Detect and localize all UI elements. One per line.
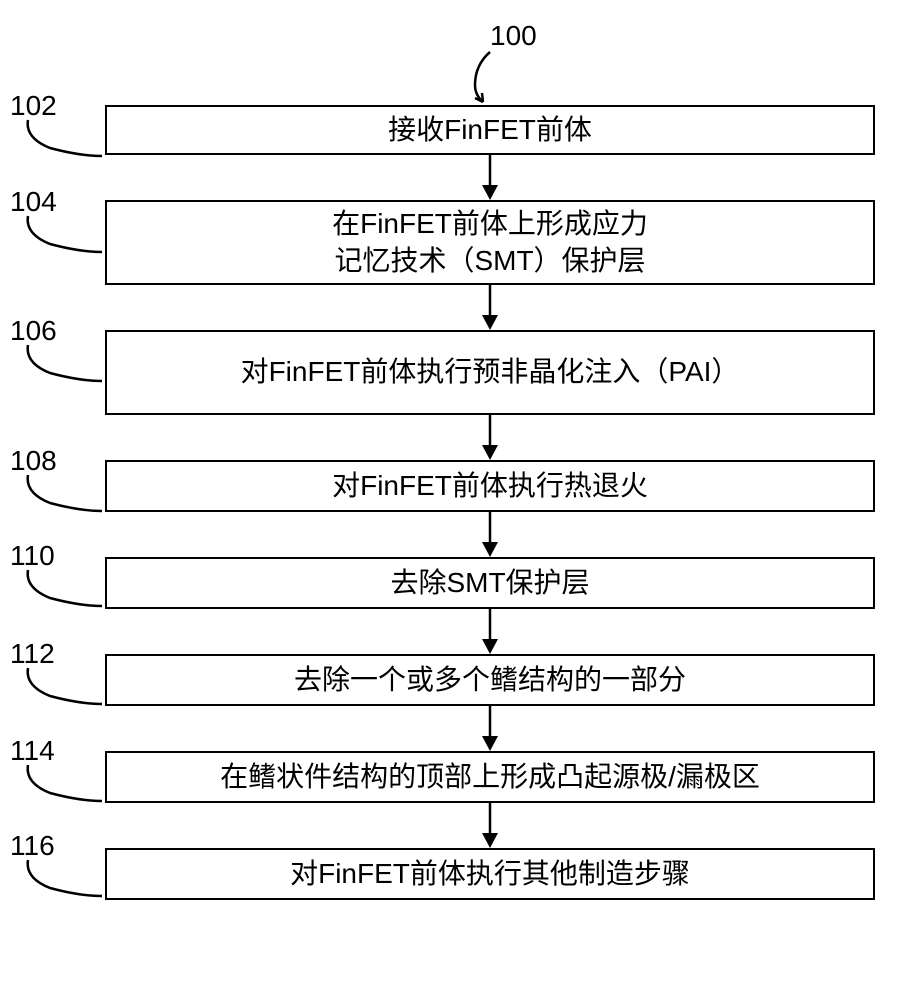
arrow-108-110: [105, 512, 875, 557]
arrow-110-112: [105, 609, 875, 654]
arrow-106-108: [105, 415, 875, 460]
step-label-104: 104: [10, 186, 57, 217]
step-curve-104: [10, 214, 105, 264]
step-label-110-wrap: 110: [10, 540, 55, 572]
flowchart-container: 100 102 104 106 108 110 112: [0, 0, 899, 1000]
step-curve-102: [10, 118, 105, 168]
step-label-112: 112: [10, 638, 55, 669]
step-label-116-wrap: 116: [10, 830, 55, 862]
step-text-106: 对FinFET前体执行预非晶化注入（PAI）: [241, 354, 740, 390]
diagram-id-pointer: [465, 50, 505, 105]
diagram-id-label: 100: [490, 20, 537, 52]
step-curve-106: [10, 343, 105, 393]
step-label-102-wrap: 102: [10, 90, 57, 122]
arrow-102-104: [105, 155, 875, 200]
step-text-114: 在鳍状件结构的顶部上形成凸起源极/漏极区: [220, 759, 760, 795]
step-label-114-wrap: 114: [10, 735, 55, 767]
step-curve-116: [10, 858, 105, 908]
step-label-110: 110: [10, 540, 55, 571]
step-box-116: 对FinFET前体执行其他制造步骤: [105, 848, 875, 900]
step-box-108: 对FinFET前体执行热退火: [105, 460, 875, 512]
step-text-112: 去除一个或多个鳍结构的一部分: [294, 662, 686, 698]
step-label-114: 114: [10, 735, 55, 766]
step-label-108-wrap: 108: [10, 445, 57, 477]
step-box-102: 接收FinFET前体: [105, 105, 875, 155]
step-box-112: 去除一个或多个鳍结构的一部分: [105, 654, 875, 706]
step-text-104-line2: 记忆技术（SMT）保护层: [332, 243, 648, 279]
step-label-116: 116: [10, 830, 55, 861]
step-text-108: 对FinFET前体执行热退火: [332, 468, 648, 504]
step-label-102: 102: [10, 90, 57, 121]
step-label-108: 108: [10, 445, 57, 476]
flowchart: 接收FinFET前体 在FinFET前体上形成应力 记忆技术（SMT）保护层 对…: [105, 105, 885, 900]
step-curve-110: [10, 568, 105, 618]
step-text-110: 去除SMT保护层: [390, 565, 589, 601]
step-label-104-wrap: 104: [10, 186, 57, 218]
step-text-104-line1: 在FinFET前体上形成应力: [332, 206, 648, 242]
step-text-116: 对FinFET前体执行其他制造步骤: [290, 856, 690, 892]
step-box-114: 在鳍状件结构的顶部上形成凸起源极/漏极区: [105, 751, 875, 803]
step-box-110: 去除SMT保护层: [105, 557, 875, 609]
step-label-106-wrap: 106: [10, 315, 57, 347]
step-label-112-wrap: 112: [10, 638, 55, 670]
arrow-114-116: [105, 803, 875, 848]
arrow-112-114: [105, 706, 875, 751]
step-box-106: 对FinFET前体执行预非晶化注入（PAI）: [105, 330, 875, 415]
step-text-104: 在FinFET前体上形成应力 记忆技术（SMT）保护层: [332, 206, 648, 279]
step-text-102: 接收FinFET前体: [388, 112, 592, 148]
step-curve-112: [10, 666, 105, 716]
step-label-106: 106: [10, 315, 57, 346]
step-curve-114: [10, 763, 105, 813]
step-curve-108: [10, 473, 105, 523]
step-box-104: 在FinFET前体上形成应力 记忆技术（SMT）保护层: [105, 200, 875, 285]
arrow-104-106: [105, 285, 875, 330]
